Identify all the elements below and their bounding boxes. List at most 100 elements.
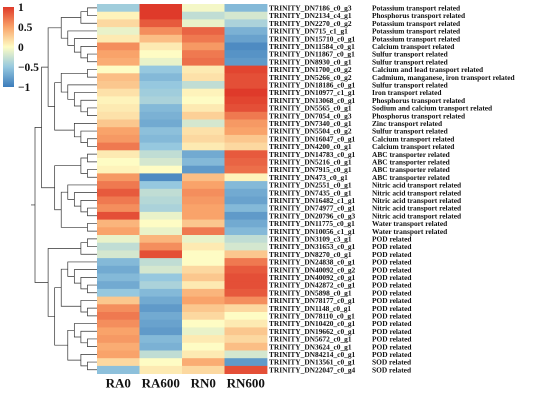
row-function-label: POD related xyxy=(372,311,412,320)
heatmap-cell xyxy=(97,104,140,113)
heatmap-cell xyxy=(182,258,225,267)
heatmap-cell xyxy=(97,196,140,205)
heatmap-cell xyxy=(182,335,225,344)
heatmap-cell xyxy=(224,34,268,43)
row-function-label: Cadmium, manganese, iron transport relat… xyxy=(372,73,515,82)
row-function-label: Sulfur transport related xyxy=(372,50,449,59)
row-function-label: POD related xyxy=(372,350,412,359)
heatmap-cell xyxy=(139,335,183,344)
dendrogram-branch xyxy=(80,99,97,113)
row-gene-label: TRINITY_DN2134_c4_g1 xyxy=(269,11,352,20)
heatmap-cell xyxy=(97,142,140,151)
heatmap-cell xyxy=(97,11,140,20)
heatmap-cell xyxy=(97,312,140,321)
row-function-label: POD related xyxy=(372,265,412,274)
heatmap-cell xyxy=(224,27,268,36)
row-gene-label: TRINITY_DN5504_c0_g2 xyxy=(269,127,352,136)
heatmap-cell xyxy=(224,119,268,128)
heatmap-cell xyxy=(97,134,140,143)
row-function-label: Nitric acid transport related xyxy=(372,196,462,205)
dendrogram-branch xyxy=(87,307,97,317)
row-gene-label: TRINITY_DN7915_c0_g1 xyxy=(269,165,352,174)
row-gene-label: TRINITY_DN10977_c1_g1 xyxy=(269,88,356,97)
row-function-label: POD related xyxy=(372,342,412,351)
heatmap-cell xyxy=(139,258,183,267)
dendrogram-branch xyxy=(80,330,97,344)
dendrogram-branch xyxy=(87,7,97,16)
row-gene-label: TRINITY_DN11584_c0_g1 xyxy=(269,42,355,51)
dendrogram-branch xyxy=(54,165,81,211)
heatmap-cell xyxy=(182,227,225,236)
heatmap-cell xyxy=(224,235,268,244)
heatmap-cell xyxy=(182,204,225,213)
row-gene-label: TRINITY_DN42872_c0_g1 xyxy=(269,281,356,290)
row-gene-label: TRINITY_DN7054_c0_g3 xyxy=(269,111,352,120)
heatmap-cell xyxy=(97,50,140,59)
heatmap-cell xyxy=(182,265,225,274)
heatmap-cell xyxy=(97,4,140,13)
row-function-label: Nitric acid transport related xyxy=(372,181,462,190)
heatmap-cell xyxy=(139,250,183,259)
heatmap-cell xyxy=(224,304,268,313)
heatmap-cell xyxy=(182,27,225,36)
row-gene-label: TRINITY_DN31653_c0_g1 xyxy=(269,242,356,251)
dendrogram-branch xyxy=(67,184,97,200)
row-function-label: Nitric acid transport related xyxy=(372,188,462,197)
dendrogram-branch xyxy=(67,261,97,277)
heatmap-cell xyxy=(182,196,225,205)
dendrogram-branch xyxy=(80,242,97,255)
heatmap-cell xyxy=(182,104,225,113)
heatmap-cell xyxy=(182,4,225,13)
row-gene-label: TRINITY_DN40092_c0_g2 xyxy=(269,265,356,274)
heatmap-cell xyxy=(224,173,268,182)
row-gene-label: TRINITY_DN5565_c0_g1 xyxy=(269,104,352,113)
heatmap-cell xyxy=(139,288,183,297)
heatmap-cell xyxy=(182,250,225,259)
row-gene-label: TRINITY_DN7435_c0_g1 xyxy=(269,188,352,197)
heatmap-cell xyxy=(139,50,183,59)
dendrogram-branch xyxy=(41,66,55,189)
heatmap-cell xyxy=(182,219,225,228)
dendrogram-branch xyxy=(73,323,97,338)
color-legend-bar xyxy=(3,7,14,87)
row-function-label: Nitric acid transport related xyxy=(372,204,462,213)
row-function-label: ABC transporter related xyxy=(372,150,451,159)
heatmap-cell xyxy=(139,219,183,228)
heatmap-cell xyxy=(182,281,225,290)
heatmap-cell xyxy=(224,312,268,321)
row-function-label: Potassium transport related xyxy=(372,34,461,43)
dendrogram-branch xyxy=(80,300,97,313)
heatmap-cell xyxy=(97,181,140,190)
heatmap-cell xyxy=(139,319,183,328)
heatmap-cell xyxy=(224,296,268,305)
color-legend: 1 0.5 0 −0.5 −1 xyxy=(3,2,39,94)
dendrogram-branch xyxy=(67,30,97,46)
legend-tick-label: −1 xyxy=(18,82,31,94)
row-function-label: POD related xyxy=(372,288,412,297)
heatmap-cell xyxy=(139,11,183,20)
dendrogram-branch xyxy=(87,107,97,116)
row-gene-label: TRINITY_DN16482_c1_g1 xyxy=(269,196,356,205)
heatmap-cell xyxy=(139,181,183,190)
row-function-label: Potassium transport related xyxy=(372,3,461,12)
dendrogram-branch xyxy=(73,38,97,53)
heatmap-cell xyxy=(139,111,183,120)
heatmap-cell xyxy=(182,11,225,20)
dendrogram-branch xyxy=(87,69,97,78)
row-function-label: Calcium transport related xyxy=(372,134,455,143)
column-label: RN0 xyxy=(191,376,216,391)
heatmap-cell xyxy=(224,142,268,151)
heatmap-cell xyxy=(182,96,225,105)
heatmap-cell xyxy=(139,265,183,274)
heatmap-cell xyxy=(182,73,225,82)
row-gene-label: TRINITY_DN22047_c0_g4 xyxy=(269,365,356,374)
dendrogram-branch xyxy=(87,284,97,294)
heatmap-cell xyxy=(182,34,225,43)
row-gene-label: TRINITY_DN7186_c0_g3 xyxy=(269,3,352,12)
heatmap-cell xyxy=(97,34,140,43)
row-gene-label: TRINITY_DN5898_c0_g1 xyxy=(269,288,352,297)
heatmap-cell xyxy=(182,50,225,59)
heatmap-cell xyxy=(139,296,183,305)
heatmap-cell xyxy=(139,312,183,321)
